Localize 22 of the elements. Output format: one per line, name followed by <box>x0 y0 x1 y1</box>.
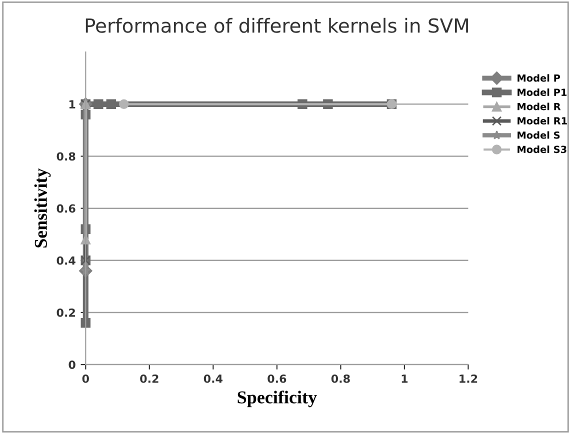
x-axis-title: Specificity <box>238 390 317 408</box>
x-tick-label: 0.4 <box>204 374 223 383</box>
y-tick-label: 0.6 <box>56 204 76 213</box>
legend-label: Model R1 <box>518 117 567 125</box>
y-tick-label: 1 <box>69 100 76 108</box>
y-tick-label: 0.2 <box>56 308 75 317</box>
x-tick-label: 0.2 <box>140 374 158 383</box>
x-tick-label: 0 <box>82 374 89 383</box>
y-tick-label: 0.4 <box>56 256 76 265</box>
chart-title: Performance of different kernels in SVM <box>86 18 468 33</box>
x-tick-label: 1.2 <box>460 374 478 383</box>
legend-label: Model S3 <box>518 146 566 154</box>
y-axis-title: Sensitivity <box>34 168 51 248</box>
legend-label: Model P1 <box>518 88 567 96</box>
x-tick-label: 0.6 <box>268 374 286 383</box>
legend-label: Model S <box>518 131 560 139</box>
legend-label: Model P <box>518 74 560 82</box>
x-tick-label: 1 <box>402 374 408 383</box>
y-tick-label: 0 <box>68 360 76 369</box>
x-tick-label: 0.8 <box>331 374 350 383</box>
legend-label: Model R <box>518 102 561 110</box>
y-tick-label: 0.8 <box>56 152 76 161</box>
